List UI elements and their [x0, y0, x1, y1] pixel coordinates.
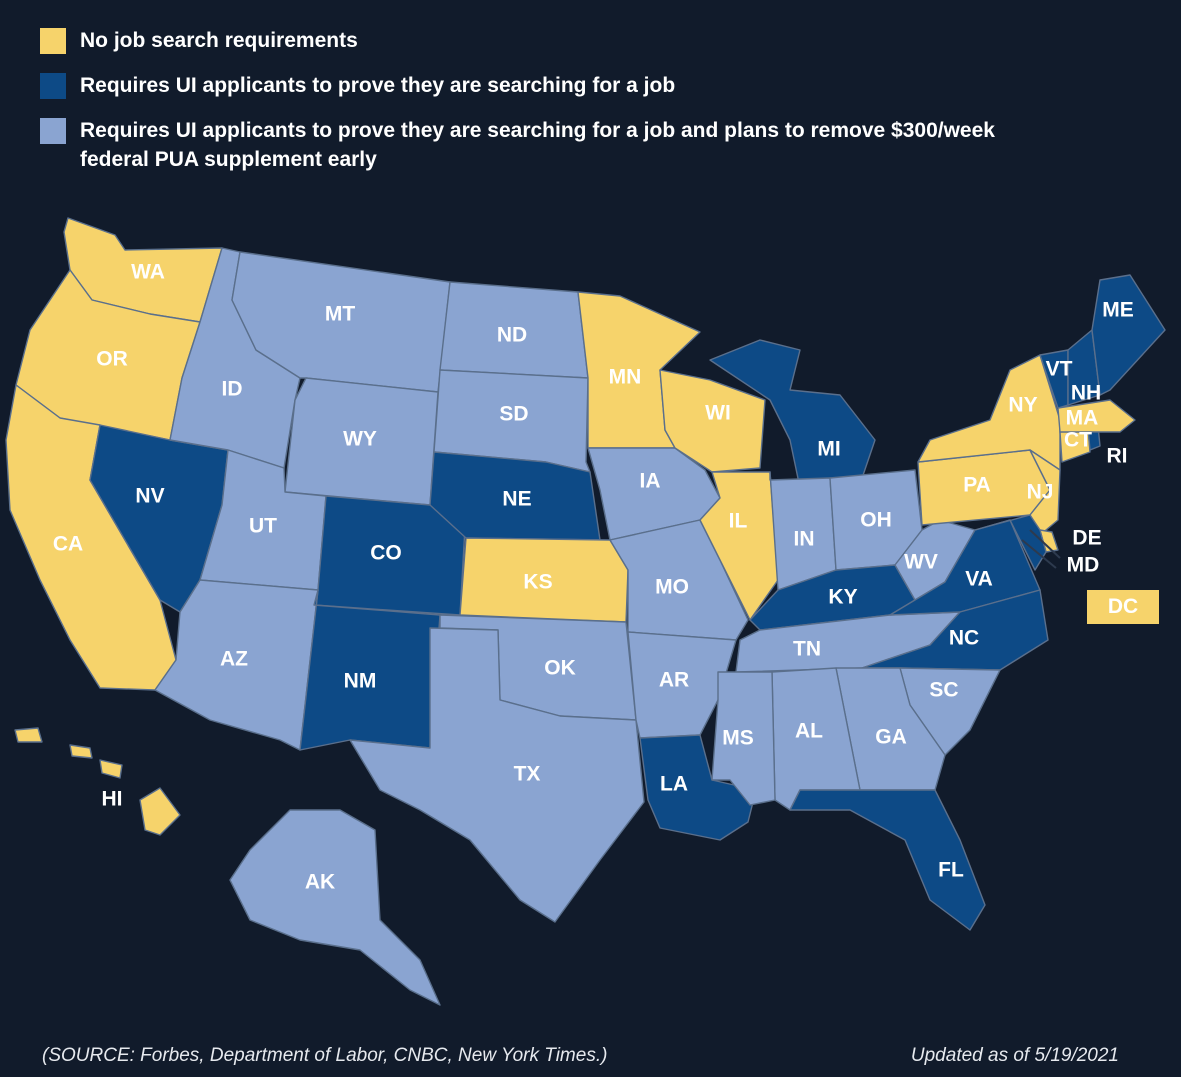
state-ks[interactable] [459, 537, 629, 623]
state-hi-island[interactable] [99, 759, 123, 779]
legend-swatch-yellow [40, 28, 66, 54]
label-mo: MO [655, 576, 689, 599]
label-hi: HI [102, 788, 123, 811]
label-tx: TX [514, 763, 541, 786]
label-ne: NE [502, 488, 531, 511]
state-ny[interactable] [917, 354, 1061, 471]
legend: No job search requirements Requires UI a… [40, 26, 1040, 174]
label-va: VA [965, 568, 993, 591]
label-nv: NV [135, 485, 164, 508]
label-or: OR [96, 348, 128, 371]
label-ms: MS [722, 727, 754, 750]
state-hi[interactable] [139, 787, 181, 836]
label-ut: UT [249, 515, 277, 538]
state-hi-island[interactable] [69, 744, 93, 759]
label-ma: MA [1066, 407, 1099, 430]
legend-label: Requires UI applicants to prove they are… [80, 74, 676, 97]
state-ma[interactable] [1057, 399, 1136, 433]
label-tn: TN [793, 638, 821, 661]
label-me: ME [1102, 299, 1134, 322]
label-mi: MI [817, 438, 840, 461]
label-wv: WV [904, 551, 938, 574]
label-co: CO [370, 542, 402, 565]
label-ia: IA [640, 470, 661, 493]
state-fl[interactable] [789, 789, 986, 931]
dc-box[interactable]: DC [1087, 590, 1159, 624]
state-tx[interactable] [349, 627, 645, 923]
state-ak[interactable] [229, 809, 441, 1006]
label-dc: DC [1107, 595, 1139, 618]
label-wy: WY [343, 428, 377, 451]
label-ri: RI [1107, 445, 1128, 468]
label-la: LA [660, 773, 688, 796]
label-pa: PA [963, 474, 991, 497]
label-ok: OK [544, 657, 576, 680]
state-mi[interactable] [709, 339, 876, 491]
state-ms[interactable] [711, 671, 776, 806]
label-ct: CT [1064, 429, 1092, 452]
state-labels: WA OR CA NV ID MT WY UT CO AZ NM ND SD N… [53, 261, 1134, 894]
label-il: IL [729, 510, 748, 533]
label-mn: MN [609, 366, 642, 389]
label-ky: KY [828, 586, 857, 609]
state-va[interactable] [889, 519, 1041, 616]
label-id: ID [222, 378, 243, 401]
source-note: (SOURCE: Forbes, Department of Labor, CN… [42, 1045, 608, 1066]
label-sd: SD [499, 403, 528, 426]
label-mt: MT [325, 303, 355, 326]
label-sc: SC [929, 679, 958, 702]
legend-item-no-requirements: No job search requirements [40, 26, 1040, 55]
legend-swatch-light-blue [40, 118, 66, 144]
state-la[interactable] [639, 734, 757, 841]
label-md: MD [1067, 554, 1100, 577]
label-in: IN [794, 528, 815, 551]
label-nh: NH [1071, 382, 1101, 405]
label-vt: VT [1046, 358, 1073, 381]
updated-note: Updated as of 5/19/2021 [910, 1045, 1119, 1066]
md-leader-line [1021, 539, 1057, 569]
label-wi: WI [705, 402, 731, 425]
label-nc: NC [949, 627, 979, 650]
label-ga: GA [875, 726, 907, 749]
state-wi[interactable] [659, 369, 766, 473]
label-wa: WA [131, 261, 165, 284]
label-al: AL [795, 720, 823, 743]
label-fl: FL [938, 859, 964, 882]
label-az: AZ [220, 648, 248, 671]
legend-label: No job search requirements [80, 29, 358, 52]
state-shapes [5, 217, 1166, 1006]
label-ca: CA [53, 533, 83, 556]
label-oh: OH [860, 509, 892, 532]
state-hi-island[interactable] [14, 727, 43, 743]
label-nd: ND [497, 324, 527, 347]
label-ny: NY [1008, 394, 1037, 417]
de-leader-line [1029, 529, 1061, 559]
label-ak: AK [305, 871, 335, 894]
state-me[interactable] [1091, 274, 1166, 396]
legend-swatch-dark-blue [40, 73, 66, 99]
label-ar: AR [659, 669, 689, 692]
legend-item-requires-search-removes-pua: Requires UI applicants to prove they are… [40, 116, 1040, 174]
state-md[interactable] [974, 514, 1047, 571]
label-ks: KS [523, 571, 552, 594]
label-de: DE [1072, 527, 1101, 550]
legend-item-requires-search: Requires UI applicants to prove they are… [40, 71, 1040, 100]
legend-label: Requires UI applicants to prove they are… [80, 119, 995, 171]
label-nm: NM [344, 670, 377, 693]
label-nj: NJ [1027, 481, 1054, 504]
